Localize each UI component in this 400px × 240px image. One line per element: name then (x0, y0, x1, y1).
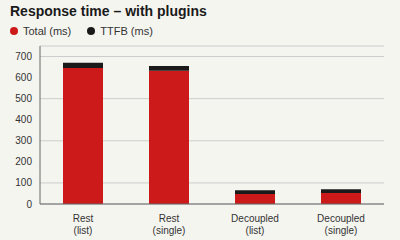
svg-text:100: 100 (15, 177, 32, 188)
svg-text:300: 300 (15, 135, 32, 146)
html-text:Response time – with plugins: Response time – with plugins (10, 3, 207, 19)
svg-text:Rest(single): Rest(single) (153, 213, 186, 236)
svg-text:Rest(list): Rest(list) (73, 213, 94, 236)
svg-text:400: 400 (15, 114, 32, 125)
svg-text:200: 200 (15, 156, 32, 167)
html-text:TTFB (ms): TTFB (ms) (100, 25, 153, 37)
svg-text:Decoupled(single): Decoupled(single) (317, 213, 365, 236)
svg-text:0: 0 (26, 199, 32, 210)
svg-text:600: 600 (15, 72, 32, 83)
svg-text:500: 500 (15, 93, 32, 104)
html-text:Total (ms): Total (ms) (23, 25, 72, 37)
svg-text:Decoupled(list): Decoupled(list) (231, 213, 279, 236)
svg-text:700: 700 (15, 51, 32, 62)
